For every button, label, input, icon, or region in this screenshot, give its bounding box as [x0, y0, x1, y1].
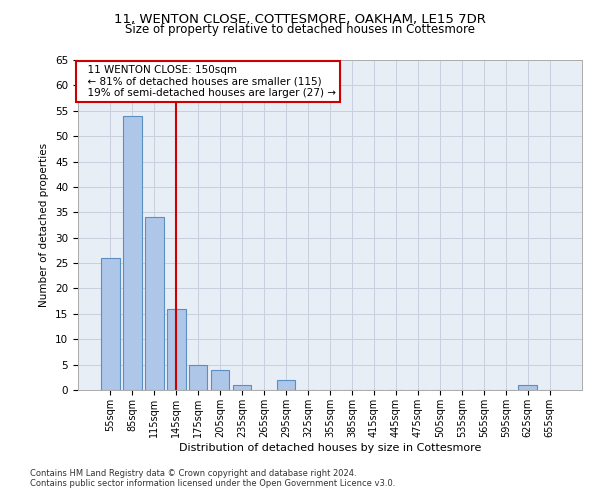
Text: Contains HM Land Registry data © Crown copyright and database right 2024.: Contains HM Land Registry data © Crown c…	[30, 468, 356, 477]
Text: Size of property relative to detached houses in Cottesmore: Size of property relative to detached ho…	[125, 22, 475, 36]
Bar	[123, 116, 142, 390]
Bar	[101, 258, 119, 390]
Bar	[277, 380, 295, 390]
Bar	[233, 385, 251, 390]
Bar	[145, 218, 164, 390]
Bar	[189, 364, 208, 390]
Y-axis label: Number of detached properties: Number of detached properties	[40, 143, 49, 307]
Bar	[211, 370, 229, 390]
Text: Contains public sector information licensed under the Open Government Licence v3: Contains public sector information licen…	[30, 478, 395, 488]
Bar	[518, 385, 537, 390]
X-axis label: Distribution of detached houses by size in Cottesmore: Distribution of detached houses by size …	[179, 442, 481, 452]
Bar	[167, 309, 185, 390]
Text: 11, WENTON CLOSE, COTTESMORE, OAKHAM, LE15 7DR: 11, WENTON CLOSE, COTTESMORE, OAKHAM, LE…	[114, 12, 486, 26]
Text: 11 WENTON CLOSE: 150sqm
  ← 81% of detached houses are smaller (115)
  19% of se: 11 WENTON CLOSE: 150sqm ← 81% of detache…	[80, 65, 335, 98]
